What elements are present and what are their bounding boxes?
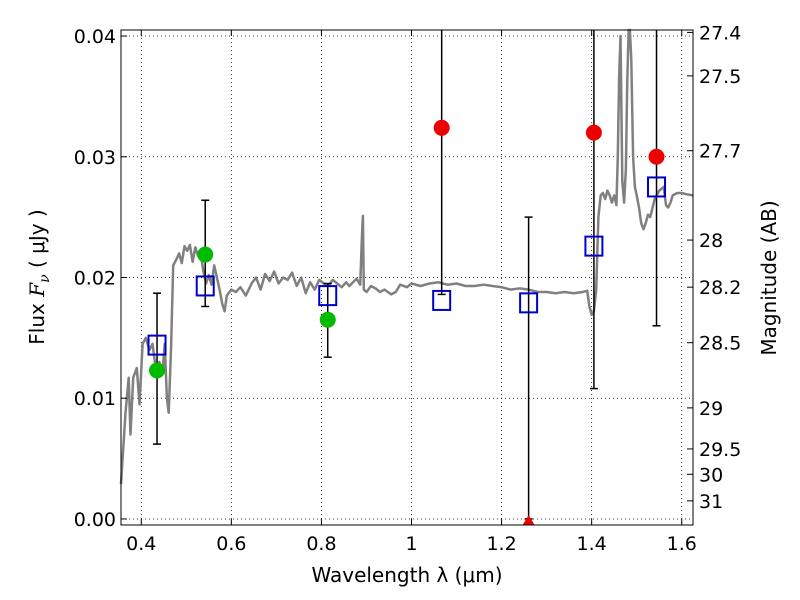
x-tick-label: 1.4: [577, 533, 607, 555]
x-tick-label: 1.2: [486, 533, 516, 555]
x-axis: 0.4 0.6 0.8 1 1.2 1.4 1.6: [126, 30, 697, 555]
model-band-point: [318, 285, 338, 307]
high-flux-point: [585, 124, 602, 141]
x-tick-label: 0.8: [306, 533, 336, 555]
model-band-point: [647, 176, 667, 198]
x-tick-label: 0.4: [126, 533, 156, 555]
x-tick-label: 1.6: [667, 533, 697, 555]
y-tick-label: 0.00: [74, 509, 116, 531]
y-axis-right: 27.4 27.5 27.7 28 28.2 28.5 29 29.5 30 31: [687, 22, 741, 513]
model-band-point: [195, 275, 215, 297]
y-axis-title: Flux Fν ( μJy ): [25, 209, 53, 344]
y2-tick-label: 28.2: [699, 277, 741, 299]
model-band-point: [147, 334, 167, 356]
detection-point: [149, 362, 166, 379]
marker-layer: [147, 119, 667, 525]
y2-tick-label: 29: [699, 398, 723, 420]
y2-tick-label: 27.7: [699, 141, 741, 163]
detection-point: [319, 311, 336, 328]
x-axis-title: Wavelength λ (μm): [311, 563, 502, 587]
y-tick-label: 0.02: [74, 268, 116, 290]
x-tick-label: 0.6: [216, 533, 246, 555]
model-band-point: [519, 292, 539, 314]
y-tick-label: 0.04: [74, 26, 116, 48]
model-band-point: [432, 289, 452, 311]
y2-tick-label: 31: [699, 491, 723, 513]
y2-tick-label: 28.5: [699, 333, 741, 355]
y-tick-label: 0.03: [74, 147, 116, 169]
y2-tick-label: 28: [699, 230, 723, 252]
y2-tick-label: 30: [699, 464, 723, 486]
y2-tick-label: 27.4: [699, 22, 741, 44]
spectrum-line: [119, 28, 694, 485]
high-flux-point: [433, 119, 450, 136]
y-axis-left: 0.00 0.01 0.02 0.03 0.04: [74, 26, 127, 531]
high-flux-point: [648, 148, 665, 165]
upper-limit-point: [522, 515, 535, 525]
y2-axis-title: Magnitude (AB): [757, 200, 781, 355]
detection-point: [197, 246, 214, 263]
y-tick-label: 0.01: [74, 388, 116, 410]
spectrum-layer: [119, 28, 694, 485]
model-band-point: [584, 235, 604, 257]
y2-tick-label: 29.5: [699, 439, 741, 461]
y2-tick-label: 27.5: [699, 66, 741, 88]
x-tick-label: 1: [405, 533, 417, 555]
